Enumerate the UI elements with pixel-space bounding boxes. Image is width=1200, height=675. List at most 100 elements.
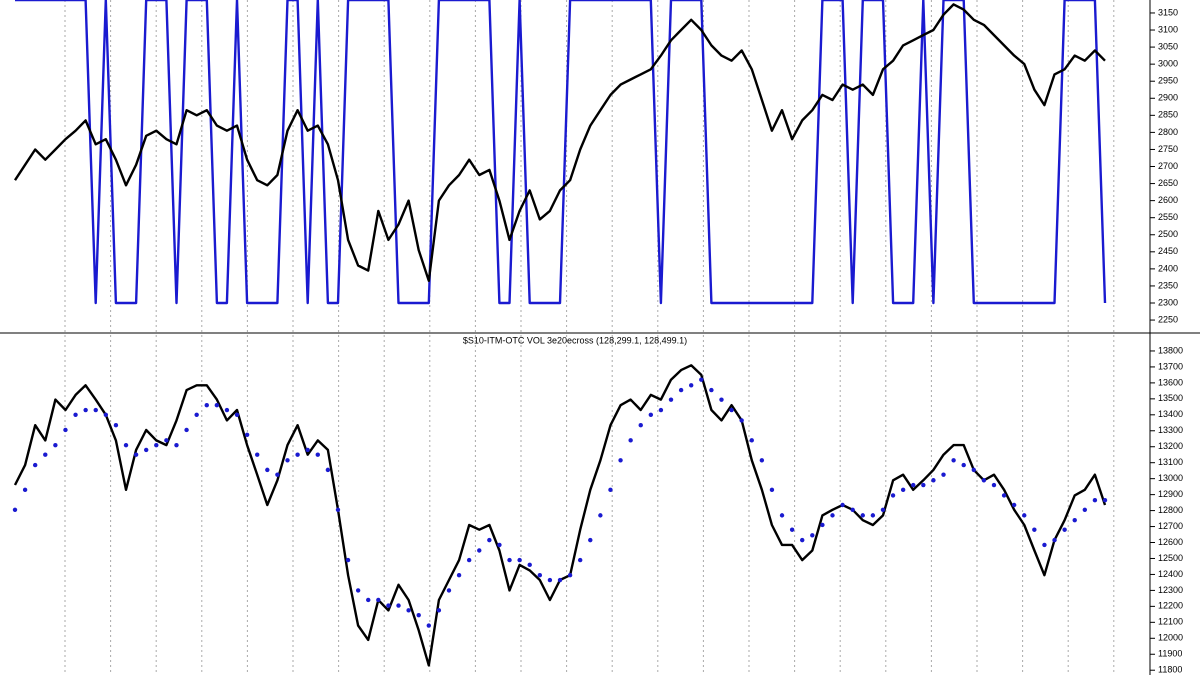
ma-dot [144, 447, 149, 453]
ma-dot [961, 462, 966, 468]
y-tick-label: 2250 [1158, 314, 1178, 324]
y-tick-label: 3050 [1158, 41, 1178, 51]
ma-dot [598, 513, 603, 518]
ma-dot [1032, 527, 1037, 532]
ma-dot [628, 438, 633, 443]
ma-dot [618, 458, 623, 463]
y-tick-label: 12800 [1158, 505, 1183, 515]
ma-dot [93, 407, 98, 413]
ma-dot [1052, 537, 1057, 543]
y-tick-label: 2400 [1158, 263, 1178, 273]
ma-dot [729, 407, 734, 413]
y-tick-label: 2450 [1158, 246, 1178, 256]
y-tick-label: 12100 [1158, 617, 1183, 627]
series-line [15, 0, 1107, 305]
ma-dot [577, 557, 583, 563]
ma-dot [921, 482, 926, 488]
y-tick-label: 12600 [1158, 537, 1183, 547]
ma-dot [396, 603, 401, 608]
ma-dot [810, 533, 815, 538]
y-tick-label: 3100 [1158, 24, 1178, 34]
ma-dot [719, 397, 724, 402]
y-tick-label: 2600 [1158, 195, 1178, 205]
ma-dot [507, 557, 512, 563]
y-tick-label: 2350 [1158, 280, 1178, 290]
ma-dot [406, 608, 411, 613]
ma-dot [547, 577, 553, 583]
ma-dot [477, 548, 482, 553]
ma-dot [497, 542, 502, 548]
ma-dot [668, 397, 674, 402]
ma-dot [174, 442, 179, 448]
ma-dot [557, 577, 563, 583]
y-tick-label: 12900 [1158, 489, 1183, 499]
ma-dot [315, 452, 320, 457]
y-tick-label: 3000 [1158, 59, 1178, 69]
ma-dot [709, 387, 714, 393]
ma-dot [305, 447, 310, 453]
y-tick-label: 2500 [1158, 229, 1178, 239]
ma-dot [194, 412, 199, 418]
ma-dot [759, 458, 765, 463]
ma-dot [204, 403, 209, 408]
ma-dot [234, 412, 240, 418]
y-tick-label: 13500 [1158, 393, 1183, 403]
ma-dot [224, 407, 230, 413]
y-tick-label: 12200 [1158, 601, 1183, 611]
ma-dot [366, 597, 371, 603]
ma-dot [275, 472, 280, 477]
ma-dot [63, 427, 68, 433]
y-tick-label: 2300 [1158, 297, 1178, 307]
ma-dot [1082, 507, 1088, 512]
ma-dot [941, 472, 946, 477]
ma-dot [325, 467, 331, 473]
ma-dot [779, 513, 785, 518]
ma-dot [244, 432, 250, 437]
y-tick-label: 13000 [1158, 473, 1183, 483]
ma-dot [345, 557, 351, 563]
y-tick-label: 2550 [1158, 212, 1178, 222]
ma-dot [22, 487, 28, 493]
ma-dot [870, 513, 876, 518]
ma-dot [214, 403, 220, 408]
ma-dot [567, 573, 573, 578]
ma-dot [769, 487, 775, 493]
ma-dot [466, 557, 472, 563]
ma-dot [487, 537, 492, 543]
ma-dot [265, 467, 270, 473]
ma-dot [1042, 542, 1047, 548]
ma-dot [880, 507, 886, 512]
ma-dot [890, 493, 896, 498]
ma-dot [678, 387, 684, 393]
ma-dot [1011, 502, 1017, 508]
ma-dot [789, 527, 795, 532]
ma-dot [1102, 498, 1108, 503]
ma-dot [73, 412, 78, 418]
y-tick-label: 13700 [1158, 361, 1183, 371]
ma-dot [739, 418, 744, 423]
ma-dot [426, 623, 431, 628]
y-tick-label: 11900 [1158, 649, 1182, 659]
y-tick-label: 12500 [1158, 553, 1183, 563]
ma-dot [1022, 513, 1027, 518]
ma-dot [951, 458, 956, 463]
ma-dot [133, 452, 139, 457]
y-tick-label: 2900 [1158, 93, 1178, 103]
ma-dot [689, 383, 694, 388]
ma-dot [295, 452, 300, 457]
y-tick-label: 13100 [1158, 457, 1183, 467]
ma-dot [123, 442, 129, 448]
y-tick-label: 2800 [1158, 127, 1178, 137]
panel-title: $S10-ITM-OTC VOL 3e20ecross (128,299.1, … [463, 335, 687, 345]
ma-dot [699, 377, 704, 382]
series-line [13, 3, 1106, 282]
ma-dot [1062, 527, 1067, 532]
ma-dot [83, 407, 88, 413]
ma-dot [355, 588, 361, 593]
y-tick-label: 13600 [1158, 377, 1183, 387]
ma-dot [588, 537, 593, 543]
ma-dot [991, 482, 997, 488]
ma-dot [981, 478, 987, 483]
ma-dot [12, 507, 18, 512]
y-tick-label: 12400 [1158, 569, 1183, 579]
